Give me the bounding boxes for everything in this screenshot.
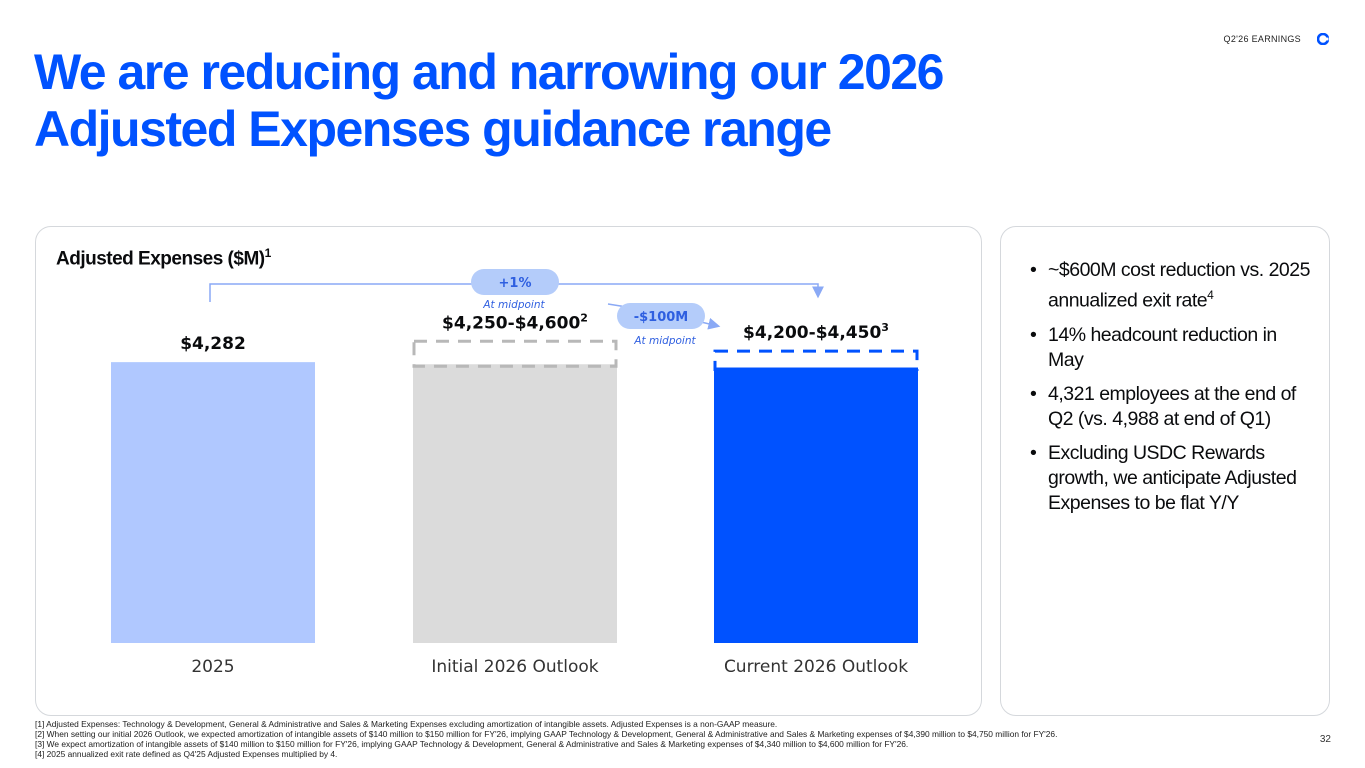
bar-initial-2026-outlook (413, 364, 617, 643)
chart-title-text: Adjusted Expenses ($M) (56, 248, 265, 270)
footnote-3: [3] We expect amortization of intangible… (35, 739, 909, 749)
bullet-item: ~$600M cost reduction vs. 2025 annualize… (1030, 258, 1315, 314)
footnote-2: [2] When setting our initial 2026 Outloo… (35, 729, 1058, 739)
bullet-text: Excluding USDC Rewards growth, we antici… (1048, 441, 1297, 514)
page-title: We are reducing and narrowing our 2026 A… (34, 44, 1034, 158)
data-label: $4,200-$4,4503 (743, 321, 889, 343)
bullet-text: ~$600M cost reduction vs. 2025 annualize… (1048, 259, 1310, 312)
bullet-item: 4,321 employees at the end of Q2 (vs. 4,… (1030, 382, 1315, 432)
bullet-item: 14% headcount reduction in May (1030, 323, 1315, 373)
chart-card (35, 226, 982, 716)
range-box (412, 339, 618, 368)
annotation-pill (471, 269, 559, 295)
data-label-footnote: 2 (580, 311, 588, 324)
highlights-list: ~$600M cost reduction vs. 2025 annualize… (1030, 258, 1315, 525)
page-title-line-2: Adjusted Expenses guidance range (34, 101, 832, 157)
chart-title: Adjusted Expenses ($M)1 (56, 246, 271, 270)
footnotes: [1] Adjusted Expenses: Technology & Deve… (35, 719, 1235, 759)
bullet-footnote: 4 (1207, 288, 1214, 302)
range-box (713, 349, 919, 372)
bar-current-2026-outlook (714, 367, 918, 643)
annotation-sublabel: At midpoint (633, 335, 696, 347)
footnote-1: [1] Adjusted Expenses: Technology & Deve… (35, 719, 778, 729)
highlights-card (1000, 226, 1330, 716)
footnote-4: [4] 2025 annualized exit rate defined as… (35, 749, 338, 759)
header-tag: Q2'26 EARNINGS (1223, 34, 1301, 44)
x-tick-label: Initial 2026 Outlook (431, 657, 598, 677)
company-logo-icon (1317, 33, 1329, 45)
annotation-label: -$100M (634, 310, 689, 325)
bullet-text: 4,321 employees at the end of Q2 (vs. 4,… (1048, 382, 1296, 430)
annotation-sublabel: At midpoint (482, 299, 545, 311)
bar-chart: $4,282 2025 $4,250-$4,6002 Initial 2026 Out… (111, 269, 919, 677)
data-label: $4,250-$4,6002 (442, 311, 588, 333)
bar-2025 (111, 362, 315, 643)
annotation-label: +1% (499, 276, 532, 291)
page-number: 32 (1319, 734, 1331, 745)
data-label-footnote: 3 (881, 321, 889, 334)
page-title-line-1: We are reducing and narrowing our 2026 (34, 44, 945, 100)
annotation-pill (617, 303, 705, 329)
bullet-item: Excluding USDC Rewards growth, we antici… (1030, 441, 1315, 516)
data-label: $4,282 (180, 334, 246, 354)
x-tick-label: 2025 (191, 657, 234, 677)
x-tick-label: Current 2026 Outlook (724, 657, 908, 677)
chart-title-footnote: 1 (264, 246, 272, 260)
bullet-text: 14% headcount reduction in May (1048, 323, 1277, 371)
